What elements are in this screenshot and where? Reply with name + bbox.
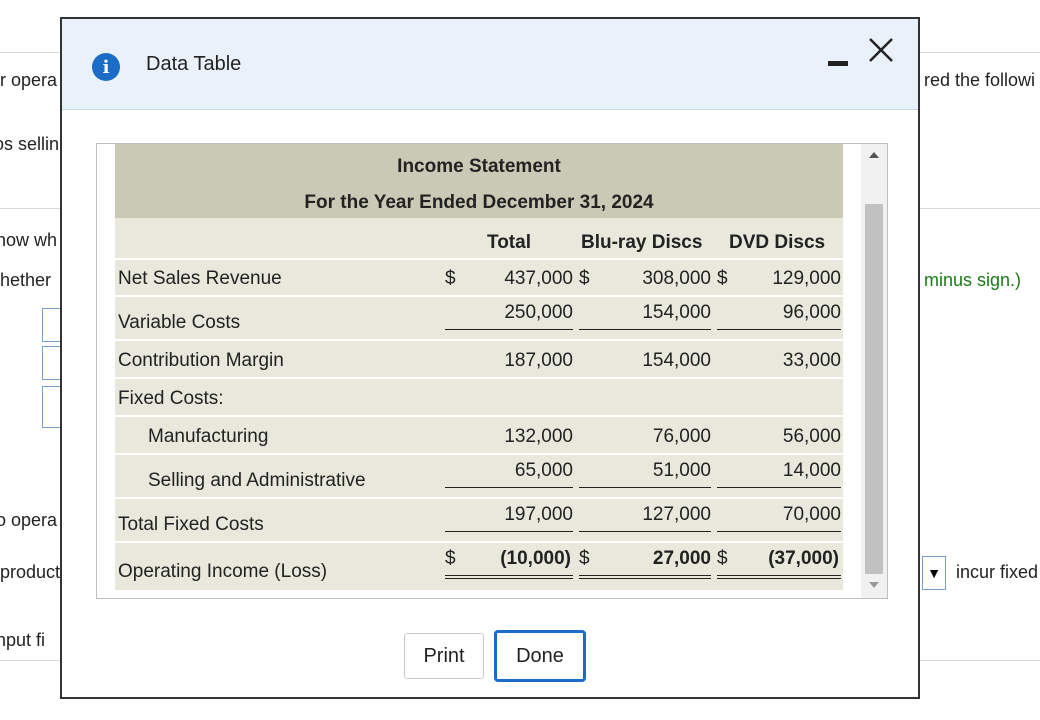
table-cell: 127,000 (642, 504, 711, 525)
row-divider (115, 453, 843, 455)
table-cell: 65,000 (514, 460, 573, 481)
table-cell: 27,000 (652, 548, 711, 569)
currency-symbol: $ (717, 548, 728, 569)
row-divider (115, 339, 843, 341)
statement-title: Income Statement (397, 156, 561, 177)
table-cell: 154,000 (642, 350, 711, 371)
row-label: Selling and Administrative (148, 470, 366, 491)
underline (445, 329, 573, 330)
table-cell: 51,000 (652, 460, 711, 481)
bg-divider (0, 660, 60, 661)
double-underline (717, 578, 841, 579)
dialog-title: Data Table (146, 53, 242, 75)
row-label: Total Fixed Costs (118, 514, 264, 535)
data-table-dialog: i Data Table Income Statement For the Ye… (60, 17, 920, 699)
row-divider (115, 415, 843, 417)
bg-divider (0, 208, 60, 209)
row-label: Net Sales Revenue (118, 268, 282, 289)
income-statement-table: Income Statement For the Year Ended Dece… (115, 144, 843, 590)
underline (717, 531, 841, 532)
bg-text: r opera (0, 70, 58, 90)
info-icon: i (92, 53, 120, 81)
double-underline (717, 575, 841, 576)
bg-divider (920, 52, 1040, 53)
underline (717, 329, 841, 330)
bg-text: hether (0, 270, 52, 290)
statement-header: Income Statement For the Year Ended Dece… (115, 144, 843, 218)
row-divider (115, 295, 843, 297)
table-cell: 96,000 (782, 302, 841, 323)
bg-divider (0, 52, 60, 53)
underline (579, 531, 711, 532)
double-underline (579, 575, 711, 576)
bg-text: o opera (0, 510, 58, 530)
table-cell: 76,000 (652, 426, 711, 447)
bg-text: nput fi (0, 630, 46, 650)
row-label: Fixed Costs: (118, 388, 224, 409)
row-divider (115, 541, 843, 543)
currency-symbol: $ (445, 268, 456, 289)
close-icon[interactable] (866, 35, 896, 65)
scroll-thumb[interactable] (865, 204, 883, 574)
done-button[interactable]: Done (494, 630, 586, 682)
double-underline (445, 575, 573, 576)
row-divider (115, 497, 843, 499)
row-divider (115, 258, 843, 260)
table-cell: 129,000 (772, 268, 841, 289)
row-divider (115, 377, 843, 379)
scroll-down-arrow-icon[interactable] (869, 582, 879, 588)
bg-text: how wh (0, 230, 58, 250)
scroll-up-arrow-icon[interactable] (869, 152, 879, 158)
table-cell: 132,000 (504, 426, 573, 447)
column-header-total: Total (487, 232, 531, 253)
table-cell: 250,000 (504, 302, 573, 323)
bg-text: incur fixed (956, 562, 1039, 582)
vertical-scrollbar[interactable] (861, 144, 887, 598)
table-cell: 70,000 (782, 504, 841, 525)
bg-text: os sellin (0, 134, 60, 154)
table-cell: 14,000 (782, 460, 841, 481)
underline (579, 487, 711, 488)
statement-subtitle: For the Year Ended December 31, 2024 (304, 192, 654, 213)
underline (579, 329, 711, 330)
row-label: Contribution Margin (118, 350, 284, 371)
underline (445, 487, 573, 488)
table-cell: 56,000 (782, 426, 841, 447)
bg-instruction-text: minus sign.) (924, 270, 1022, 290)
bg-dropdown-arrow-icon[interactable]: ▼ (922, 556, 946, 590)
table-cell: 197,000 (504, 504, 573, 525)
double-underline (579, 578, 711, 579)
underline (445, 531, 573, 532)
double-underline (445, 578, 573, 579)
table-cell: 437,000 (504, 268, 573, 289)
bg-divider (920, 208, 1040, 209)
table-cell: (10,000) (500, 548, 571, 569)
currency-symbol: $ (717, 268, 728, 289)
currency-symbol: $ (445, 548, 456, 569)
minimize-icon[interactable] (828, 61, 848, 66)
underline (717, 487, 841, 488)
print-button[interactable]: Print (404, 633, 484, 679)
bg-divider (920, 660, 1040, 661)
table-cell: 33,000 (782, 350, 841, 371)
dialog-header: i Data Table (62, 19, 918, 110)
row-label: Operating Income (Loss) (118, 561, 328, 582)
column-header-bluray: Blu-ray Discs (581, 232, 703, 253)
table-scroll-area[interactable]: Income Statement For the Year Ended Dece… (96, 143, 888, 599)
bg-text: product (0, 562, 61, 582)
table-cell: (37,000) (768, 548, 839, 569)
bg-text: red the followi (924, 70, 1036, 90)
currency-symbol: $ (579, 268, 590, 289)
table-cell: 308,000 (642, 268, 711, 289)
currency-symbol: $ (579, 548, 590, 569)
column-header-dvd: DVD Discs (729, 232, 826, 253)
table-cell: 187,000 (504, 350, 573, 371)
row-label: Manufacturing (148, 426, 269, 447)
table-cell: 154,000 (642, 302, 711, 323)
row-label: Variable Costs (118, 312, 241, 333)
